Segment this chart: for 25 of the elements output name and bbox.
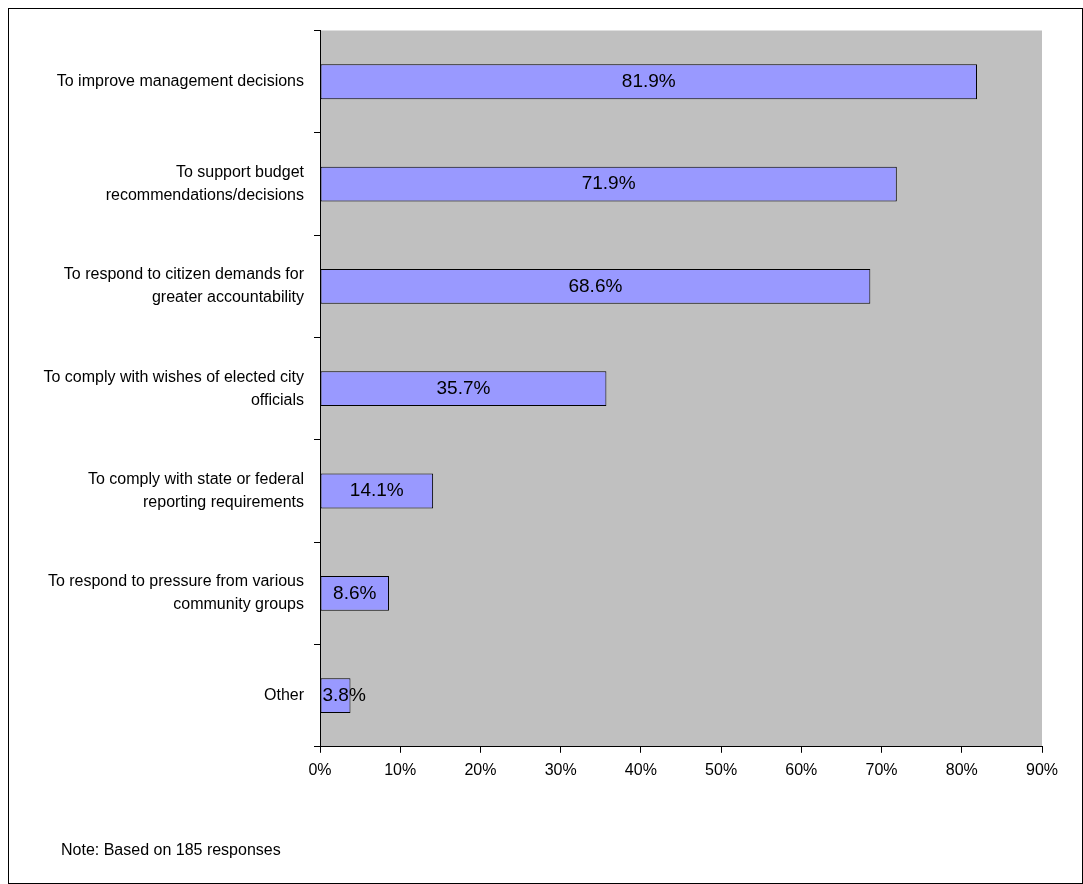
x-tick-label: 60% xyxy=(785,760,818,778)
y-tick-label: To respond to pressure from various community groups xyxy=(47,572,304,613)
y-tick-label: To respond to citizen demands for greater accountability xyxy=(63,265,305,306)
data-label: 14.1% xyxy=(349,479,404,501)
y-tick-label: To improve management decisions xyxy=(56,72,304,90)
x-tick-label: 50% xyxy=(705,760,738,778)
y-tick-label: To comply with wishes of elected city officials xyxy=(43,367,304,408)
data-label: 35.7% xyxy=(436,376,491,398)
data-label: 81.9% xyxy=(621,69,676,91)
x-tick-label: 10% xyxy=(384,760,417,778)
data-label: 8.6% xyxy=(333,581,377,603)
data-label: 71.9% xyxy=(581,172,636,194)
x-tick-label: 90% xyxy=(1025,760,1059,778)
x-tick-label: 70% xyxy=(865,760,898,778)
y-tick-label: To comply with state or federal reporting requirements xyxy=(87,469,304,511)
x-tick-label: 80% xyxy=(945,760,978,778)
x-tick-label: 40% xyxy=(624,760,657,778)
data-label: 68.6% xyxy=(568,274,623,296)
x-tick-label: 20% xyxy=(464,760,497,778)
x-tick-label: 0% xyxy=(308,760,332,778)
y-tick-label: To support budget recommendations/decisions xyxy=(105,162,305,204)
text: Note: Based on 185 responses xyxy=(61,841,281,858)
y-tick-label: Other xyxy=(263,686,305,704)
x-tick-label: 30% xyxy=(544,760,577,778)
data-label: 3.8% xyxy=(322,683,366,705)
